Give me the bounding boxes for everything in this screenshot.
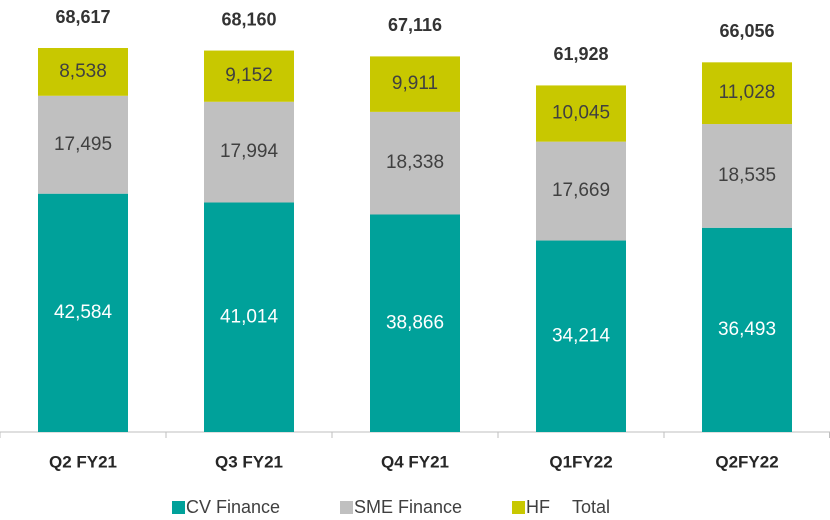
data-label: 8,538 xyxy=(59,61,107,82)
legend-swatch xyxy=(512,501,525,514)
legend-label: SME Finance xyxy=(354,497,462,517)
data-label: 18,338 xyxy=(386,152,444,173)
x-tick-label: Q4 FY21 xyxy=(381,452,449,471)
bar-segment xyxy=(204,50,294,102)
legend-label: Total xyxy=(572,497,610,517)
data-label: 38,866 xyxy=(386,312,444,333)
legend-swatch xyxy=(340,501,353,514)
data-label: 11,028 xyxy=(719,82,776,103)
x-tick-label: Q1FY22 xyxy=(549,452,612,471)
data-label: 41,014 xyxy=(220,306,279,327)
bar-segment xyxy=(38,48,128,96)
data-label: 17,495 xyxy=(54,134,112,155)
legend-swatch xyxy=(172,501,185,514)
x-tick-label: Q2 FY21 xyxy=(49,452,117,471)
data-label: 17,994 xyxy=(220,141,279,162)
data-label: 17,669 xyxy=(552,180,610,201)
bar-segment xyxy=(702,124,792,228)
bar-segment xyxy=(370,111,460,215)
bar-segment xyxy=(370,214,460,432)
total-label: 67,116 xyxy=(388,15,442,35)
data-label: 9,152 xyxy=(225,65,273,86)
x-tick-label: Q3 FY21 xyxy=(215,452,283,471)
total-label: 68,160 xyxy=(221,9,276,29)
bar-segment xyxy=(204,101,294,203)
bar-segment xyxy=(536,141,626,241)
data-label: 36,493 xyxy=(718,319,776,340)
bar-segment xyxy=(370,56,460,112)
x-tick-label: Q2FY22 xyxy=(715,452,778,471)
bar-segment xyxy=(702,227,792,432)
data-label: 42,584 xyxy=(54,302,113,323)
bar-segment xyxy=(38,95,128,194)
bar-segment xyxy=(536,85,626,142)
data-label: 18,535 xyxy=(718,165,776,186)
bar-segment xyxy=(536,240,626,432)
data-label: 34,214 xyxy=(552,325,611,346)
bar-segment xyxy=(702,62,792,125)
legend-swatch xyxy=(558,501,571,514)
bar-segment xyxy=(38,193,128,432)
total-label: 68,617 xyxy=(55,7,110,27)
data-label: 9,911 xyxy=(392,73,438,94)
data-label: 10,045 xyxy=(552,103,610,124)
bar-segment xyxy=(204,202,294,432)
total-label: 66,056 xyxy=(719,21,774,41)
legend-label: CV Finance xyxy=(186,497,280,517)
legend-label: HF xyxy=(526,497,550,517)
total-label: 61,928 xyxy=(553,44,608,64)
